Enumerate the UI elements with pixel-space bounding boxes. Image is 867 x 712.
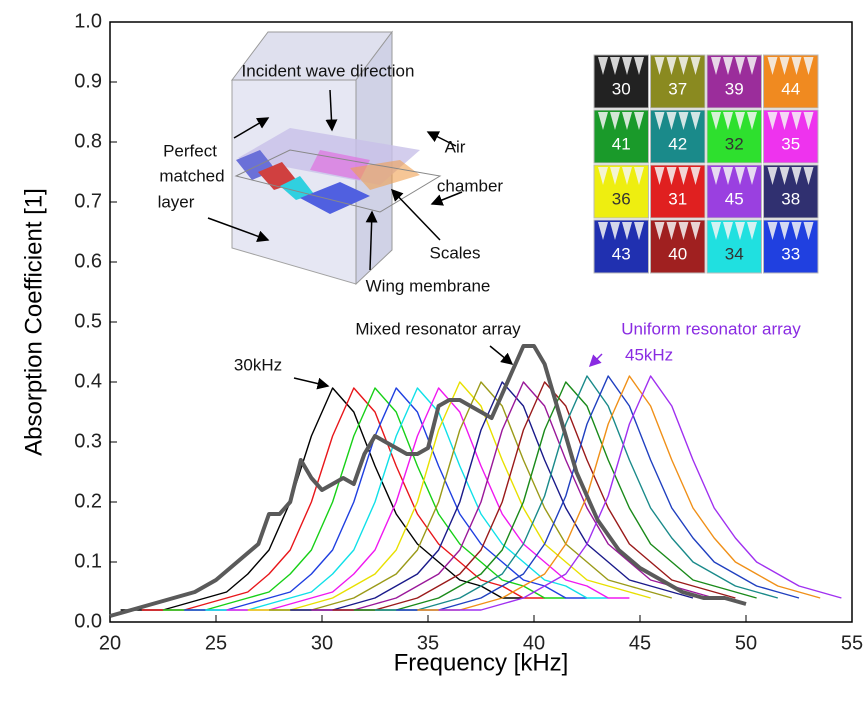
cell-teeth	[598, 112, 644, 130]
x-tick-label: 25	[205, 632, 227, 654]
cell-teeth	[654, 222, 701, 240]
series-line	[396, 375, 800, 611]
annotation: Uniform resonator array	[621, 319, 801, 338]
inset-arrows	[207, 89, 514, 390]
inset-label: Scales	[429, 243, 480, 262]
series-line	[247, 381, 651, 611]
cell-teeth	[598, 57, 644, 75]
cell-label: 38	[781, 189, 800, 208]
uniform-arrow	[588, 353, 603, 368]
y-axis-label: Absorption Coefficient [1]	[20, 188, 47, 456]
cell-teeth	[711, 112, 757, 130]
inset-label: chamber	[437, 176, 503, 195]
cell-label: 32	[725, 134, 744, 153]
grid-cell: 41	[593, 109, 649, 164]
cell-label: 39	[725, 79, 744, 98]
series-line	[332, 381, 736, 611]
series-line	[120, 387, 524, 611]
x-tick-label: 20	[99, 632, 121, 654]
cell-teeth	[711, 167, 757, 185]
series-line	[375, 375, 778, 611]
y-tick-label: 0.5	[74, 310, 102, 332]
series-line	[417, 375, 821, 611]
cell-label: 40	[668, 244, 687, 263]
y-tick-label: 0.3	[74, 430, 102, 452]
grid-cell: 33	[763, 219, 819, 274]
grid-cell: 36	[593, 164, 649, 219]
grid-cell: 42	[650, 109, 706, 164]
y-tick-label: 0.8	[74, 130, 102, 152]
grid-cell: 35	[763, 109, 819, 164]
cell-label: 34	[725, 244, 744, 263]
grid-cell: 43	[593, 219, 649, 274]
x-tick-label: 30	[311, 632, 333, 654]
cell-teeth	[654, 57, 701, 75]
x-tick-label: 50	[735, 632, 757, 654]
grid-cell: 32	[706, 109, 762, 164]
y-tick-label: 0.1	[74, 550, 102, 572]
y-tick-label: 0.2	[74, 490, 102, 512]
x-axis-label: Frequency [kHz]	[394, 649, 569, 676]
cell-teeth	[654, 167, 701, 185]
cell-label: 30	[612, 79, 631, 98]
inset-label: layer	[158, 192, 195, 211]
cell-label: 45	[725, 189, 744, 208]
cell-label: 31	[668, 189, 687, 208]
cell-teeth	[598, 222, 644, 240]
inset-label: matched	[159, 166, 224, 185]
inset-label: Incident wave direction	[242, 61, 415, 80]
cell-teeth	[767, 167, 814, 185]
x-tick-label: 45	[629, 632, 651, 654]
y-tick-label: 0.7	[74, 190, 102, 212]
grid-cell: 39	[706, 54, 762, 109]
cell-teeth	[767, 57, 814, 75]
series-line	[226, 387, 630, 611]
inset-label: Air	[445, 137, 466, 156]
cell-label: 36	[612, 189, 631, 208]
cell-label: 35	[781, 134, 800, 153]
series-line	[141, 387, 545, 611]
x-tick-label: 40	[523, 632, 545, 654]
cell-teeth	[711, 57, 757, 75]
series-line	[163, 387, 566, 611]
cell-label: 33	[781, 244, 800, 263]
cell-teeth	[654, 112, 701, 130]
grid-cell: 45	[706, 164, 762, 219]
series-line	[311, 381, 715, 611]
x-tick-label: 35	[417, 632, 439, 654]
series-line	[184, 387, 587, 611]
grid-cell: 34	[706, 219, 762, 274]
grid-cell: 38	[763, 164, 819, 219]
inset-label: Perfect	[163, 141, 217, 160]
annotation: Mixed resonator array	[355, 319, 521, 338]
grid-cell: 30	[593, 54, 649, 109]
cell-teeth	[767, 222, 814, 240]
series-line	[290, 381, 694, 611]
y-tick-label: 0.9	[74, 70, 102, 92]
grid-cell: 37	[650, 54, 706, 109]
y-tick-label: 0.6	[74, 250, 102, 272]
grid-cell: 40	[650, 219, 706, 274]
cell-label: 42	[668, 134, 687, 153]
x-tick-label: 55	[841, 632, 863, 654]
series-line	[438, 375, 842, 611]
y-tick-label: 0.0	[74, 610, 102, 632]
series-line	[109, 344, 747, 618]
inset-label: Wing membrane	[366, 276, 491, 295]
annotation: 45kHz	[625, 345, 673, 364]
grid-cell: 44	[763, 54, 819, 109]
cell-teeth	[711, 222, 757, 240]
y-tick-label: 0.4	[74, 370, 102, 392]
grid-cell: 31	[650, 164, 706, 219]
cell-teeth	[598, 167, 644, 185]
annotation: 30kHz	[234, 355, 282, 374]
y-tick-label: 1.0	[74, 10, 102, 32]
cell-label: 44	[781, 79, 800, 98]
series-line	[205, 387, 609, 611]
cell-label: 41	[612, 134, 631, 153]
cell-label: 43	[612, 244, 631, 263]
cell-teeth	[767, 112, 814, 130]
cell-label: 37	[668, 79, 687, 98]
